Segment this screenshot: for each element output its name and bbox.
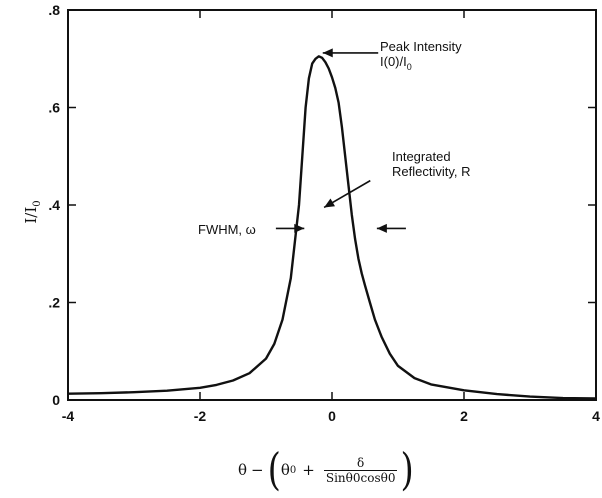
x-tick-label: -2 [194, 408, 207, 424]
y-axis-ticks: 0 .2 .4 .6 .8 [48, 2, 596, 408]
x-tick-label: 2 [460, 408, 468, 424]
x-label-close-paren: ) [400, 444, 414, 496]
y-axis-label-sub: 0 [32, 200, 43, 206]
peak-label-line1: Peak Intensity [380, 39, 462, 54]
annotations: Peak Intensity I(0)/I0 Integrated Reflec… [198, 39, 471, 237]
peak-label-line2-main: I(0)/I [380, 54, 407, 69]
x-tick-label: 0 [328, 408, 336, 424]
x-label-fraction: δ Sinθ0cosθ0 [323, 455, 398, 485]
integrated-label-line2: Reflectivity, R [392, 164, 471, 179]
y-tick-label: .4 [48, 197, 60, 213]
x-tick-label: 4 [592, 408, 600, 424]
intensity-curve [67, 55, 597, 400]
x-label-minus: − [251, 461, 264, 479]
y-tick-label: 0 [52, 392, 60, 408]
y-axis-label: I/I0 [22, 200, 43, 223]
fwhm-right-arrow [376, 223, 406, 233]
x-label-open-paren: ( [267, 444, 281, 496]
x-label-plus: + [302, 461, 315, 479]
x-axis-ticks: -4 -2 0 2 4 [62, 10, 600, 424]
y-tick-label: .2 [48, 295, 60, 311]
y-tick-label: .8 [48, 2, 60, 18]
x-label-denominator: Sinθ0cosθ0 [323, 469, 398, 485]
peak-label-line2-sub: 0 [407, 62, 412, 72]
fwhm-label: FWHM, ω [198, 222, 256, 237]
integrated-arrow [323, 179, 371, 209]
peak-arrow [322, 48, 379, 58]
x-label-numerator: δ [357, 455, 365, 470]
peak-label-line2: I(0)/I0 [380, 54, 412, 72]
x-tick-label: -4 [62, 408, 75, 424]
x-label-theta0-sub: 0 [289, 464, 297, 476]
annotation-arrows [275, 48, 406, 233]
integrated-label-line1: Integrated [392, 149, 451, 164]
x-label-theta0: θ [280, 461, 290, 479]
x-label-theta: θ [238, 461, 248, 479]
y-axis-label-main: I/I [22, 207, 40, 224]
y-tick-label: .6 [48, 100, 60, 116]
fwhm-left-arrow [275, 223, 305, 233]
